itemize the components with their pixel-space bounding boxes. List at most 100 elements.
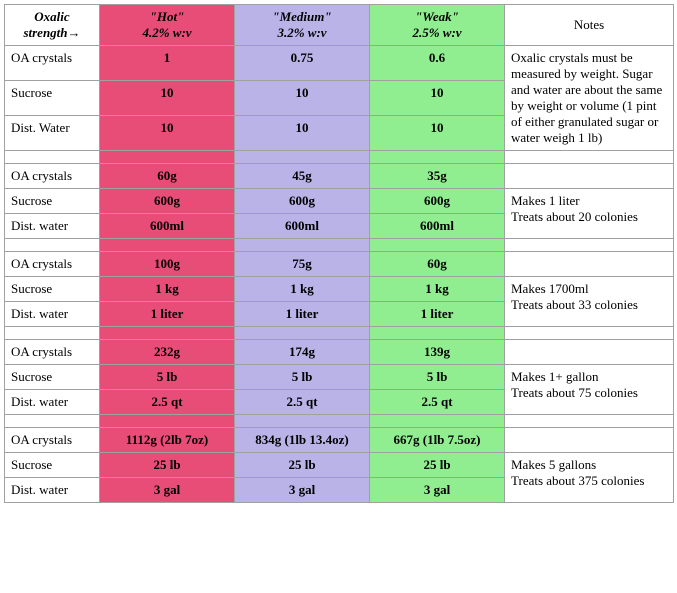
row-label: OA crystals (5, 252, 100, 277)
value-cell-hot: 100g (100, 252, 235, 277)
row-label: Dist. water (5, 214, 100, 239)
spacer-row (5, 327, 674, 340)
table-row: OA crystals1112g (2lb 7oz)834g (1lb 13.4… (5, 428, 674, 453)
header-weak-line2: 2.5% w:v (412, 25, 461, 40)
header-weak: "Weak" 2.5% w:v (370, 5, 505, 46)
spacer-cell (5, 239, 100, 252)
value-cell-weak: 0.6 (370, 46, 505, 81)
value-cell-med: 600g (235, 189, 370, 214)
spacer-cell (505, 239, 674, 252)
row-label: Dist. water (5, 302, 100, 327)
spacer-cell (5, 415, 100, 428)
notes-cell: Makes 1700mlTreats about 33 colonies (505, 277, 674, 327)
spacer-cell (100, 239, 235, 252)
header-oxalic-line1: Oxalic (34, 9, 69, 24)
value-cell-weak: 3 gal (370, 478, 505, 503)
value-cell-weak: 1 kg (370, 277, 505, 302)
header-row: Oxalic strength→ "Hot" 4.2% w:v "Medium"… (5, 5, 674, 46)
value-cell-med: 0.75 (235, 46, 370, 81)
row-label: OA crystals (5, 164, 100, 189)
value-cell-med: 5 lb (235, 365, 370, 390)
spacer-cell (235, 415, 370, 428)
spacer-cell (505, 327, 674, 340)
value-cell-weak: 10 (370, 81, 505, 116)
notes-cell (505, 428, 674, 453)
value-cell-med: 174g (235, 340, 370, 365)
value-cell-weak: 600ml (370, 214, 505, 239)
value-cell-weak: 10 (370, 116, 505, 151)
header-med-line2: 3.2% w:v (277, 25, 326, 40)
header-weak-line1: "Weak" (415, 9, 459, 24)
spacer-cell (5, 327, 100, 340)
value-cell-hot: 60g (100, 164, 235, 189)
row-label: Sucrose (5, 81, 100, 116)
header-medium: "Medium" 3.2% w:v (235, 5, 370, 46)
notes-cell: Makes 5 gallonsTreats about 375 colonies (505, 453, 674, 503)
value-cell-med: 10 (235, 116, 370, 151)
spacer-cell (100, 151, 235, 164)
value-cell-hot: 5 lb (100, 365, 235, 390)
notes-cell (505, 340, 674, 365)
spacer-cell (370, 151, 505, 164)
header-med-line1: "Medium" (272, 9, 331, 24)
row-label: Dist. water (5, 478, 100, 503)
table-row: Sucrose600g600g600gMakes 1 literTreats a… (5, 189, 674, 214)
value-cell-med: 25 lb (235, 453, 370, 478)
row-label: Sucrose (5, 189, 100, 214)
spacer-cell (370, 415, 505, 428)
notes-cell: Makes 1+ gallonTreats about 75 colonies (505, 365, 674, 415)
value-cell-hot: 1 kg (100, 277, 235, 302)
value-cell-weak: 60g (370, 252, 505, 277)
table-row: Sucrose1 kg1 kg1 kgMakes 1700mlTreats ab… (5, 277, 674, 302)
row-label: Sucrose (5, 365, 100, 390)
row-label: OA crystals (5, 46, 100, 81)
table-row: Sucrose25 lb25 lb25 lbMakes 5 gallonsTre… (5, 453, 674, 478)
spacer-cell (100, 327, 235, 340)
table-row: OA crystals232g174g139g (5, 340, 674, 365)
spacer-cell (505, 415, 674, 428)
row-label: Sucrose (5, 453, 100, 478)
value-cell-weak: 25 lb (370, 453, 505, 478)
value-cell-med: 1 kg (235, 277, 370, 302)
spacer-row (5, 239, 674, 252)
table-row: OA crystals100g75g60g (5, 252, 674, 277)
value-cell-hot: 1112g (2lb 7oz) (100, 428, 235, 453)
value-cell-weak: 35g (370, 164, 505, 189)
spacer-cell (370, 327, 505, 340)
value-cell-hot: 232g (100, 340, 235, 365)
value-cell-med: 75g (235, 252, 370, 277)
spacer-cell (370, 239, 505, 252)
value-cell-hot: 10 (100, 81, 235, 116)
table-row: OA crystals10.750.6Oxalic crystals must … (5, 46, 674, 81)
spacer-cell (235, 327, 370, 340)
spacer-cell (235, 151, 370, 164)
header-hot-line1: "Hot" (150, 9, 185, 24)
value-cell-hot: 1 (100, 46, 235, 81)
spacer-cell (5, 151, 100, 164)
spacer-cell (100, 415, 235, 428)
value-cell-weak: 1 liter (370, 302, 505, 327)
notes-cell: Makes 1 literTreats about 20 colonies (505, 189, 674, 239)
table-row: OA crystals60g45g35g (5, 164, 674, 189)
value-cell-med: 1 liter (235, 302, 370, 327)
row-label: Dist. water (5, 390, 100, 415)
value-cell-weak: 600g (370, 189, 505, 214)
value-cell-hot: 1 liter (100, 302, 235, 327)
header-hot-line2: 4.2% w:v (142, 25, 191, 40)
oxalic-strength-table: Oxalic strength→ "Hot" 4.2% w:v "Medium"… (4, 4, 674, 503)
value-cell-hot: 3 gal (100, 478, 235, 503)
row-label: OA crystals (5, 428, 100, 453)
value-cell-med: 10 (235, 81, 370, 116)
spacer-cell (505, 151, 674, 164)
value-cell-hot: 2.5 qt (100, 390, 235, 415)
row-label: Sucrose (5, 277, 100, 302)
spacer-row (5, 415, 674, 428)
header-hot: "Hot" 4.2% w:v (100, 5, 235, 46)
header-oxalic-line2: strength→ (23, 25, 80, 40)
spacer-row (5, 151, 674, 164)
value-cell-hot: 10 (100, 116, 235, 151)
value-cell-med: 600ml (235, 214, 370, 239)
value-cell-med: 2.5 qt (235, 390, 370, 415)
value-cell-weak: 139g (370, 340, 505, 365)
notes-cell (505, 164, 674, 189)
